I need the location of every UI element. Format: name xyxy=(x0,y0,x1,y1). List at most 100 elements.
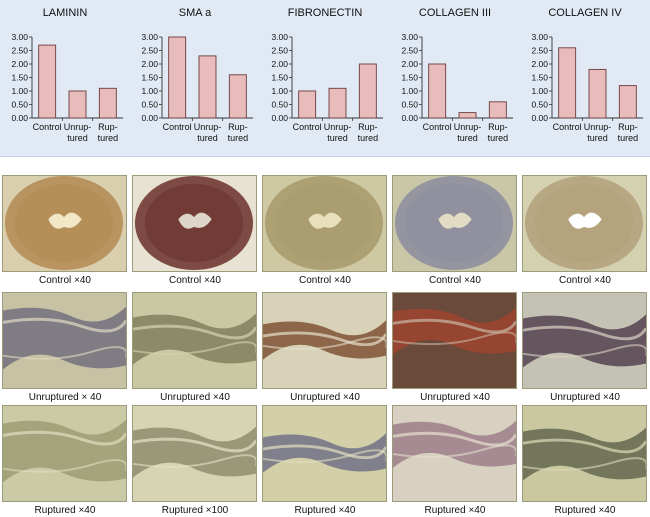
tissue-section xyxy=(393,307,516,355)
y-tick-label: 1.50 xyxy=(531,73,548,83)
y-tick-label: 3.00 xyxy=(141,32,158,42)
x-tick-label: tured xyxy=(67,133,88,143)
y-tick-label: 1.50 xyxy=(271,73,288,83)
y-tick-label: 3.00 xyxy=(401,32,418,42)
micrograph-caption: Control ×40 xyxy=(169,275,221,286)
bar xyxy=(588,68,607,119)
tissue-section xyxy=(264,176,384,271)
y-tick-label: 1.00 xyxy=(531,86,548,96)
micrograph-caption: Ruptured ×40 xyxy=(554,505,616,516)
x-tick-label: Rup- xyxy=(228,122,248,132)
micrograph-caption: Ruptured ×40 xyxy=(294,505,356,516)
x-tick-label: Control xyxy=(553,122,582,132)
bar xyxy=(618,85,637,119)
y-tick-label: 0.50 xyxy=(11,100,28,110)
tissue-section xyxy=(523,427,646,481)
micrograph-caption: Control ×40 xyxy=(429,275,481,286)
tissue-section xyxy=(263,433,386,473)
y-tick-label: 2.50 xyxy=(271,46,288,56)
x-tick-label: tured xyxy=(197,133,218,143)
x-tick-label: Rup- xyxy=(488,122,508,132)
micrograph-image xyxy=(522,292,647,389)
y-tick-label: 1.50 xyxy=(401,73,418,83)
micrograph-caption: Unruptured ×40 xyxy=(420,392,490,403)
micrograph-image xyxy=(522,405,647,502)
x-tick-label: tured xyxy=(358,133,379,143)
y-tick-label: 3.00 xyxy=(11,32,28,42)
y-tick-label: 0.00 xyxy=(11,113,28,123)
bar xyxy=(328,87,347,119)
micrograph-caption: Unruptured ×40 xyxy=(160,392,230,403)
micrograph-caption: Unruptured × 40 xyxy=(28,392,102,403)
micrograph-image xyxy=(262,405,387,502)
bar xyxy=(558,47,577,119)
micrograph-image xyxy=(522,175,647,272)
y-tick-label: 2.00 xyxy=(11,59,28,69)
y-tick-label: 0.00 xyxy=(531,113,548,123)
micrograph-caption: Control ×40 xyxy=(559,275,611,286)
x-tick-label: Control xyxy=(33,122,62,132)
bar xyxy=(358,63,377,119)
bar xyxy=(458,112,477,119)
y-tick-label: 2.00 xyxy=(141,59,158,69)
micrograph-caption: Ruptured ×40 xyxy=(34,505,96,516)
y-tick-label: 3.00 xyxy=(271,32,288,42)
micrograph-image xyxy=(2,175,127,272)
chart-panel: LAMININ 0.00 0.50 1.00 1.50 2.00 2.50 3.00 Contr… xyxy=(0,0,650,157)
micrograph-grid: Control ×40 Control ×40 Control ×40 Control… xyxy=(0,175,650,517)
x-tick-label: tured xyxy=(327,133,348,143)
y-tick-label: 0.00 xyxy=(271,113,288,123)
x-tick-label: Unrup- xyxy=(584,122,612,132)
x-tick-label: Control xyxy=(163,122,192,132)
x-tick-label: tured xyxy=(98,133,119,143)
micrograph-image xyxy=(2,292,127,389)
y-tick-label: 2.00 xyxy=(531,59,548,69)
chart-title: FIBRONECTIN xyxy=(288,7,363,19)
y-tick-label: 1.00 xyxy=(11,86,28,96)
y-tick-label: 3.00 xyxy=(531,32,548,42)
micrograph-image xyxy=(132,175,257,272)
tissue-section xyxy=(134,176,254,271)
y-tick-label: 2.00 xyxy=(271,59,288,69)
x-tick-label: Unrup- xyxy=(454,122,482,132)
x-tick-label: tured xyxy=(488,133,509,143)
x-tick-label: tured xyxy=(457,133,478,143)
y-tick-label: 2.00 xyxy=(401,59,418,69)
micrograph-image xyxy=(392,292,517,389)
x-tick-label: Unrup- xyxy=(194,122,222,132)
x-tick-label: Control xyxy=(423,122,452,132)
micrograph-image xyxy=(2,405,127,502)
tissue-section xyxy=(263,320,386,360)
tissue-section xyxy=(394,176,514,271)
micrograph-caption: Control ×40 xyxy=(39,275,91,286)
tissue-section xyxy=(4,176,124,271)
y-tick-label: 1.00 xyxy=(141,86,158,96)
y-tick-label: 2.50 xyxy=(11,46,28,56)
bar xyxy=(298,90,317,119)
micrograph-caption: Unruptured ×40 xyxy=(290,392,360,403)
chart-title: SMA a xyxy=(179,7,212,19)
tissue-section xyxy=(133,426,256,478)
y-tick-label: 0.00 xyxy=(141,113,158,123)
bar xyxy=(428,63,447,119)
x-tick-label: Rup- xyxy=(358,122,378,132)
micrograph-caption: Control ×40 xyxy=(299,275,351,286)
bar-charts: LAMININ 0.00 0.50 1.00 1.50 2.00 2.50 3.00 Contr… xyxy=(11,7,643,143)
x-tick-label: Rup- xyxy=(618,122,638,132)
bar xyxy=(98,87,117,119)
micrograph-image xyxy=(392,405,517,502)
micrograph-image xyxy=(262,292,387,389)
tissue-section xyxy=(393,420,516,468)
x-tick-label: Unrup- xyxy=(64,122,92,132)
bar xyxy=(168,36,187,119)
tissue-section xyxy=(133,313,256,365)
x-tick-label: tured xyxy=(587,133,608,143)
micrograph-image xyxy=(262,175,387,272)
y-tick-label: 1.00 xyxy=(401,86,418,96)
micrograph-caption: Ruptured ×100 xyxy=(161,505,229,516)
x-tick-label: Control xyxy=(293,122,322,132)
tissue-section xyxy=(3,306,126,370)
x-tick-label: tured xyxy=(618,133,639,143)
bar xyxy=(488,101,507,119)
y-tick-label: 2.50 xyxy=(531,46,548,56)
